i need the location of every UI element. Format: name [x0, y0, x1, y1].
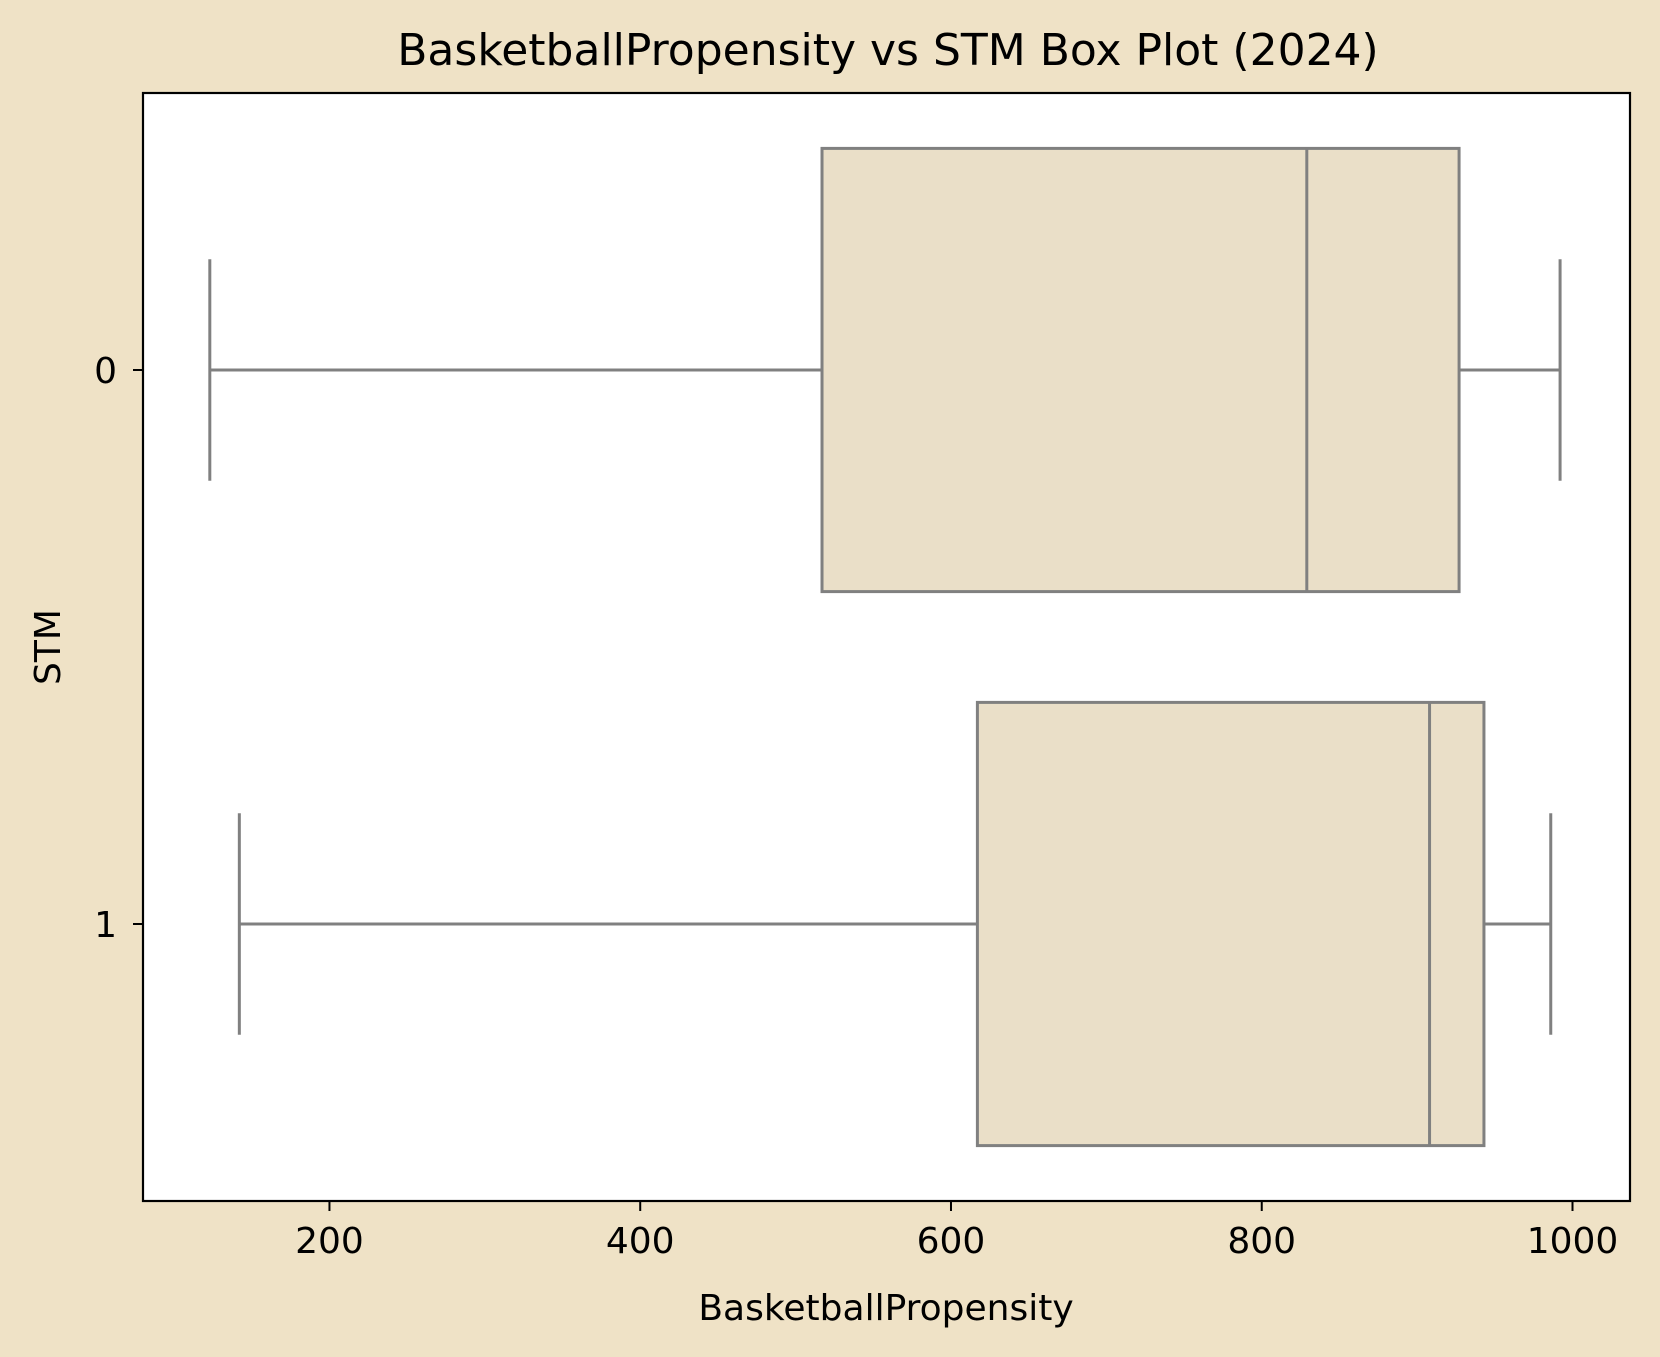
- x-tick-label-400: 400: [606, 1221, 675, 1262]
- y-axis-label: STM: [28, 609, 69, 685]
- x-tick-label-200: 200: [295, 1221, 364, 1262]
- x-tick-label-1000: 1000: [1527, 1221, 1619, 1262]
- x-axis-ticks: 200 400 600 800 1000: [295, 1201, 1618, 1262]
- y-tick-label-1: 1: [94, 905, 117, 946]
- chart-title: BasketballPropensity vs STM Box Plot (20…: [397, 25, 1378, 76]
- box-group-0: [208, 146, 1562, 594]
- y-tick-label-0: 0: [94, 351, 117, 392]
- x-tick-label-600: 600: [917, 1221, 986, 1262]
- y-axis-ticks: 01: [94, 351, 143, 946]
- box-group-1: [237, 700, 1553, 1148]
- x-axis-label: BasketballPropensity: [698, 1288, 1073, 1329]
- box-0: [820, 146, 1461, 594]
- x-tick-label-800: 800: [1227, 1221, 1296, 1262]
- box-1: [975, 700, 1486, 1148]
- box-marks: [208, 146, 1562, 1148]
